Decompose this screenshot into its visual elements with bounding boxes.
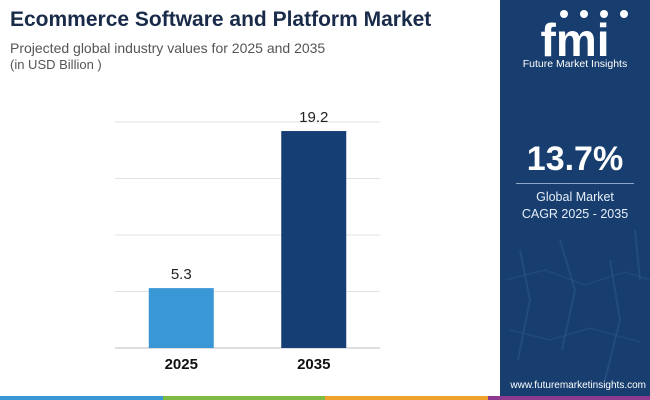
cagr-value: 13.7% <box>526 140 624 178</box>
x-tick-label-2035: 2035 <box>297 356 330 373</box>
logo-dot-icon <box>620 10 628 18</box>
info-panel: fmi Future Market Insights 13.7% Global … <box>500 0 650 400</box>
strip-segment-orange <box>325 396 488 400</box>
data-label-2035: 19.2 <box>299 109 328 126</box>
divider <box>516 183 634 184</box>
website-link[interactable]: www.futuremarketinsights.com <box>510 380 646 391</box>
chart-title: Ecommerce Software and Platform Market <box>10 8 432 31</box>
data-label-2025: 5.3 <box>171 266 192 283</box>
bar-chart: 5.3 2025 19.2 2035 <box>115 109 380 373</box>
cagr-label-line2: CAGR 2025 - 2035 <box>521 207 629 221</box>
strip-segment-purple <box>487 396 650 400</box>
strip-segment-green <box>162 396 325 400</box>
strip-segment-blue <box>0 396 163 400</box>
fmi-logo: fmi <box>541 10 628 66</box>
logo-letters: fmi <box>541 14 610 66</box>
bar-2025 <box>148 288 214 348</box>
logo-dot-icon <box>560 10 568 18</box>
bottom-color-strip <box>0 396 650 400</box>
bar-2035 <box>281 131 347 348</box>
panel-texture <box>504 229 650 381</box>
cagr-label-line1: Global Market <box>536 190 614 204</box>
unit-label: (in USD Billion ) <box>10 57 102 72</box>
chart-subtitle: Projected global industry values for 202… <box>10 40 326 56</box>
logo-dot-icon <box>600 10 608 18</box>
logo-dot-icon <box>580 10 588 18</box>
brand-name: Future Market Insights <box>522 58 628 70</box>
x-tick-label-2025: 2025 <box>165 356 198 373</box>
